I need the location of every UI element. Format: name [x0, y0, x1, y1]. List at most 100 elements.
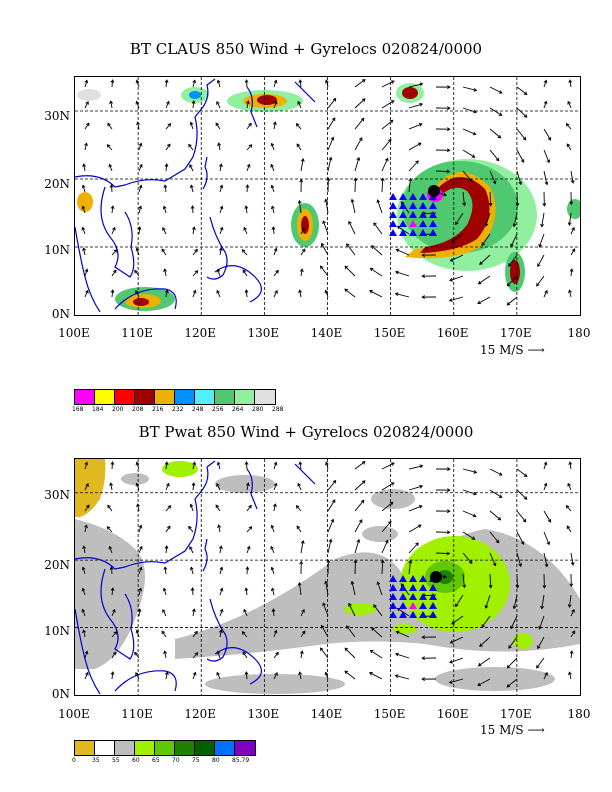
wind-vector-arrow [421, 656, 437, 661]
wind-vector-arrow [163, 650, 167, 659]
colorbar-label: 208 [132, 406, 144, 413]
wind-vector-arrow [298, 461, 303, 470]
wind-vector-arrow [489, 149, 500, 162]
wind-vector-arrow [516, 107, 528, 118]
wind-vector-arrow [297, 581, 302, 596]
wind-vector-arrow [354, 519, 363, 533]
wind-vector-arrow [324, 79, 329, 88]
panel1-wind-vectors [81, 79, 576, 306]
wind-vector-arrow [270, 587, 275, 596]
wind-vector-arrow [324, 198, 329, 214]
wind-vector-arrow [245, 566, 250, 575]
colorbar-swatch [235, 741, 255, 755]
wind-vector-arrow [354, 538, 361, 554]
gyre-location-marker [419, 211, 427, 218]
wind-vector-arrow [84, 100, 89, 109]
wind-vector-arrow [536, 275, 545, 287]
wind-vector-arrow [216, 100, 221, 109]
wind-vector-arrow [300, 630, 306, 638]
gyre-location-marker [419, 584, 427, 591]
wind-vector-arrow [216, 268, 221, 277]
wind-vector-arrow [395, 630, 410, 638]
wind-vector-arrow [376, 581, 383, 596]
wind-vector-arrow [536, 657, 545, 669]
wind-vector-arrow [189, 503, 194, 512]
wind-vector-arrow [273, 629, 278, 638]
panel1-cloud-features [77, 83, 580, 311]
wind-vector-arrow [567, 100, 572, 109]
wind-vector-arrow [327, 97, 337, 109]
gyre-location-marker [409, 229, 417, 236]
wind-vector-arrow [84, 650, 89, 659]
wind-vector-arrow [408, 484, 424, 491]
wind-vector-arrow [138, 545, 143, 554]
gyre-location-marker [399, 593, 407, 600]
wind-vector-arrow [489, 107, 503, 116]
wind-vector-arrow [297, 482, 302, 491]
wind-vector-arrow [506, 678, 518, 688]
gyre-location-marker [409, 220, 417, 227]
wind-vector-arrow [244, 205, 249, 214]
wind-vector-arrow [489, 489, 503, 498]
wind-vector-arrow [242, 269, 248, 277]
wind-vector-arrow [327, 499, 336, 512]
wind-vector-arrow [350, 580, 356, 596]
colorbar-swatch [195, 390, 215, 404]
wind-vector-arrow [219, 566, 224, 575]
wind-vector-arrow [298, 289, 302, 298]
panel2-lat-label-30n: 30N [44, 488, 70, 502]
wind-vector-arrow [273, 289, 278, 298]
colorbar-label: 80 [212, 757, 220, 764]
wind-vector-arrow [543, 552, 549, 568]
scale-arrow-icon: ⟶ [527, 343, 545, 357]
wind-vector-arrow [370, 627, 383, 638]
wind-vector-arrow [570, 248, 576, 256]
wind-vector-arrow [138, 587, 143, 596]
wind-vector-arrow [246, 545, 251, 554]
wind-vector-arrow [218, 247, 223, 256]
gyre-location-marker [389, 575, 397, 582]
gyre-location-marker [419, 220, 427, 227]
colorbar-label: 280 [252, 406, 264, 413]
wind-vector-arrow [370, 245, 383, 256]
wind-vector-arrow [394, 292, 410, 298]
wind-vector-arrow [161, 248, 167, 256]
colorbar-label: 85.79 [232, 757, 250, 764]
gyre-location-marker [429, 593, 437, 600]
wind-vector-arrow [354, 156, 361, 172]
wind-vector-arrow [543, 79, 548, 88]
wind-vector-arrow [484, 212, 491, 227]
wind-vector-arrow [462, 170, 473, 183]
wind-vector-arrow [354, 117, 365, 130]
wind-vector-arrow [270, 142, 275, 151]
panel2-title: BT Pwat 850 Wind + Gyrelocs 020824/0000 [138, 423, 474, 441]
wind-vector-arrow [344, 670, 356, 680]
wind-vector-arrow [381, 80, 395, 88]
wind-vector-arrow [381, 157, 389, 172]
wind-vector-arrow [190, 587, 195, 596]
colorbar-swatch [135, 390, 155, 404]
colorbar-swatch [75, 390, 95, 404]
wind-vector-arrow [84, 504, 90, 512]
wind-vector-arrow [81, 587, 86, 596]
wind-vector-arrow [135, 79, 140, 88]
wind-vector-arrow [272, 121, 277, 130]
wind-vector-arrow [244, 461, 249, 470]
wind-vector-arrow [451, 615, 464, 625]
wind-vector-arrow [81, 566, 86, 575]
gyre-location-marker [399, 229, 407, 236]
wind-vector-arrow [189, 566, 194, 575]
wind-vector-arrow [81, 184, 86, 193]
wind-vector-arrow [299, 560, 304, 575]
wind-vector-arrow [565, 505, 572, 512]
wind-vector-arrow [219, 205, 224, 214]
lon-label: 110E [121, 326, 153, 340]
wind-vector-arrow [570, 552, 575, 566]
lon-label: 140E [310, 707, 343, 721]
gyre-location-marker [389, 220, 397, 227]
panel1-lat-label-10n: 10N [44, 243, 70, 257]
wind-vector-arrow [295, 505, 302, 512]
wind-vector-arrow [138, 524, 143, 533]
wind-vector-arrow [570, 630, 576, 638]
gyre-location-marker [429, 220, 437, 227]
